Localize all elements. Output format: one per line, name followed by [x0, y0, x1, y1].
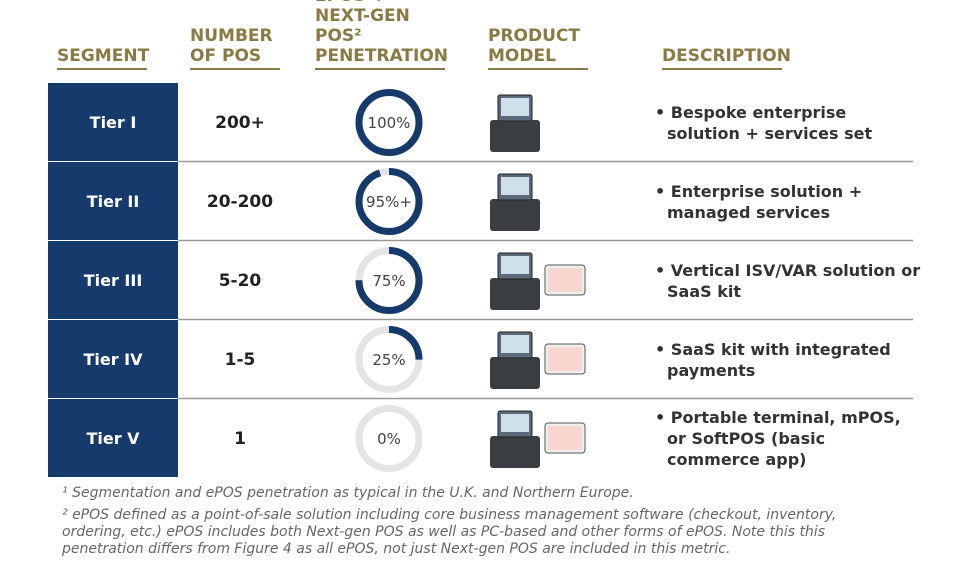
device-display — [501, 256, 529, 274]
description: • Bespoke enterprise solution + services… — [655, 102, 873, 143]
segment-cell: Tier III — [48, 241, 178, 319]
donut-arc — [355, 247, 423, 314]
device-base — [490, 436, 540, 468]
pos-count: 1-5 — [224, 349, 256, 370]
description: • Portable terminal, mPOS, or SoftPOS (b… — [655, 408, 901, 469]
tablet-screen — [548, 426, 582, 450]
product-image — [490, 331, 586, 389]
column-header: SEGMENT — [57, 46, 149, 70]
segment-cell: Tier IV — [48, 320, 178, 398]
donut-label: 95%+ — [366, 193, 412, 211]
device-base — [490, 199, 540, 231]
segment-cell: Tier I — [48, 83, 178, 161]
tablet-screen — [548, 347, 582, 371]
donut-label: 25% — [372, 351, 405, 369]
segment-cell: Tier V — [48, 399, 178, 477]
product-image — [490, 410, 586, 468]
device-display — [501, 98, 529, 116]
donut-label: 0% — [377, 430, 401, 448]
device-display — [501, 335, 529, 353]
device-base — [490, 278, 540, 310]
donut-label: 75% — [372, 272, 405, 290]
donut-arc — [355, 326, 423, 393]
device-base — [490, 120, 540, 152]
product-image — [490, 94, 540, 152]
donut-arc — [355, 89, 423, 156]
product-image — [490, 252, 586, 310]
device-display — [501, 414, 529, 432]
pos-count: 5-20 — [218, 270, 262, 291]
donut-arc — [355, 168, 423, 235]
device-display — [501, 177, 529, 195]
pos-count: 1 — [234, 428, 246, 449]
pos-count: 20-200 — [206, 191, 274, 212]
device-base — [490, 357, 540, 389]
donut-label: 100% — [368, 114, 411, 132]
description: • Vertical ISV/VAR solution or SaaS kit — [655, 260, 921, 301]
column-header: NUMBER OF POS — [190, 26, 280, 70]
product-image — [490, 173, 540, 231]
donut-track — [355, 405, 423, 472]
pos-count: 200+ — [215, 112, 265, 133]
column-header: EPOS + NEXT-GEN POS² PENETRATION — [315, 0, 448, 70]
description: • SaaS kit with integrated payments — [655, 339, 891, 380]
description: • Enterprise solution + managed services — [655, 181, 863, 222]
tablet-screen — [548, 268, 582, 292]
column-header: PRODUCT MODEL — [488, 26, 588, 70]
footnote: ¹ Segmentation and ePOS penetration as t… — [62, 485, 634, 501]
segment-cell: Tier II — [48, 162, 178, 240]
footnote: ² ePOS defined as a point-of-sale soluti… — [62, 507, 837, 557]
column-header: DESCRIPTION — [662, 46, 791, 70]
